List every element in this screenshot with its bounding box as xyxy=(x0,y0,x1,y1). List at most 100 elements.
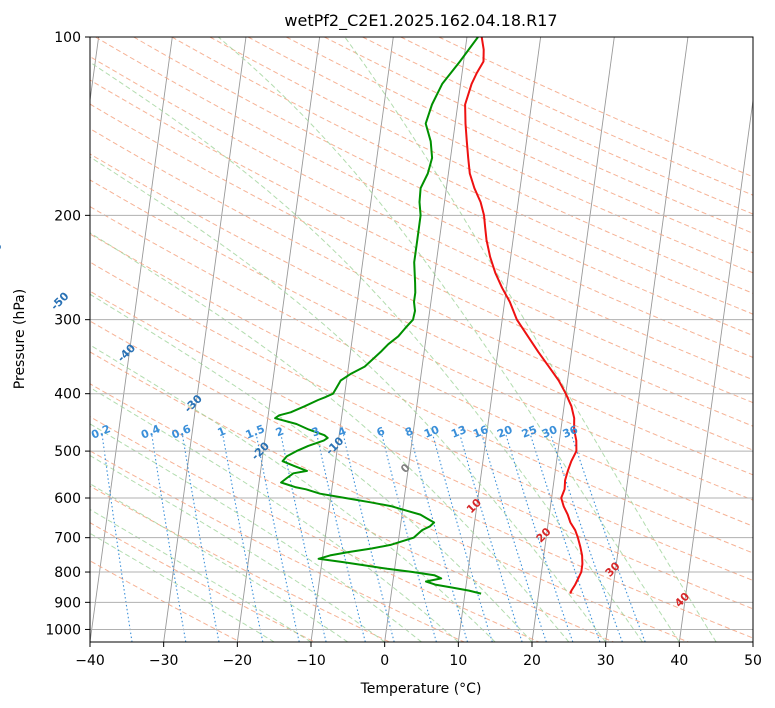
x-tick-label: 10 xyxy=(449,653,467,669)
mixing-ratio-line xyxy=(280,435,327,642)
moist-adiabat-line xyxy=(90,156,607,642)
moist-adiabat-line xyxy=(90,61,643,642)
isotherm-line xyxy=(90,37,173,642)
isotherm-line xyxy=(384,37,468,642)
dry-adiabat-line xyxy=(438,37,753,178)
moist-adiabat-line xyxy=(90,293,533,642)
dry-adiabat-line xyxy=(90,383,614,642)
moist-adiabat-line xyxy=(90,454,385,642)
dry-adiabat-line xyxy=(90,290,753,610)
mixing-ratio-line xyxy=(571,435,646,642)
isotherm-line xyxy=(678,97,753,642)
mixing-ratio-line xyxy=(530,435,601,642)
y-tick-label: 800 xyxy=(54,565,81,581)
y-tick-label: 700 xyxy=(54,531,81,547)
x-tick-label: −20 xyxy=(223,653,253,669)
mixing-ratio-label: 1.5 xyxy=(244,422,267,441)
dry-adiabat-line xyxy=(209,37,753,294)
dry-adiabat-line xyxy=(400,37,753,196)
dry-adiabat-line xyxy=(90,450,465,642)
dry-adiabat-line xyxy=(90,56,753,381)
mixing-ratio-line xyxy=(181,435,220,642)
moist-adiabat-line xyxy=(90,344,496,642)
plot-frame xyxy=(89,36,754,643)
moist-adiabat-line xyxy=(90,386,459,642)
mixing-ratio-line xyxy=(316,435,366,642)
pressure-gridlines xyxy=(90,37,753,630)
mixing-ratio-line xyxy=(342,435,395,642)
isotherm-line xyxy=(752,638,753,642)
isotherm-label: -40 xyxy=(115,341,138,364)
dry-adiabat-line xyxy=(362,37,753,215)
mixing-ratio-line xyxy=(222,435,264,642)
mixing-ratio-label: 16 xyxy=(471,423,490,441)
dry-adiabat-line xyxy=(90,320,753,639)
isotherm-label: -60 xyxy=(0,239,5,262)
mixing-ratio-label: 1 xyxy=(216,424,228,439)
dry-adiabat-line xyxy=(95,37,753,358)
moist-adiabat-line xyxy=(90,232,570,642)
profile-series xyxy=(274,37,584,595)
dry-adiabat-line xyxy=(90,128,753,451)
isotherm-line xyxy=(236,37,321,642)
background-line-labels: 0.20.40.611.52346810131620253036-100-90-… xyxy=(0,239,693,610)
mixing-ratio-line xyxy=(255,435,300,642)
mixing-ratio-label: 13 xyxy=(449,423,468,441)
dry-adiabat-line xyxy=(90,416,540,642)
dry-adiabat-line xyxy=(90,79,753,404)
profile-line xyxy=(464,37,584,594)
mixing-ratio-line xyxy=(381,435,437,642)
mixing-ratio-label: 20 xyxy=(495,423,514,441)
x-tick-label: −40 xyxy=(75,653,105,669)
dry-adiabat-line xyxy=(171,37,753,315)
x-tick-label: 20 xyxy=(523,653,541,669)
chart-title: wetPf2_C2E1.2025.162.04.18.R17 xyxy=(284,11,557,31)
isotherm-line xyxy=(531,37,615,642)
dry-adiabat-line xyxy=(90,261,753,582)
y-tick-label: 500 xyxy=(54,444,81,460)
background-lines xyxy=(90,37,753,642)
x-tick-label: 30 xyxy=(597,653,615,669)
dry-adiabat-line xyxy=(90,233,753,554)
moist-adiabat-line xyxy=(90,483,349,642)
x-tick-label: 40 xyxy=(670,653,688,669)
dry-adiabat-line xyxy=(90,205,753,527)
dry-adiabat-line xyxy=(90,351,689,642)
dry-adiabat-line xyxy=(90,522,315,642)
isotherm-label: -30 xyxy=(182,392,205,415)
mixing-ratio-line xyxy=(550,435,623,642)
dry-adiabat-line xyxy=(286,37,753,254)
dry-adiabat-line xyxy=(90,153,753,476)
y-tick-label: 900 xyxy=(54,595,81,611)
isotherm-label: 20 xyxy=(534,525,554,545)
isotherm-label: 10 xyxy=(464,496,484,516)
mixing-ratio-label: 0.4 xyxy=(139,422,162,441)
y-tick-label: 400 xyxy=(54,387,81,403)
mixing-ratio-line xyxy=(409,435,469,642)
dry-adiabat-line xyxy=(90,485,390,642)
y-tick-label: 600 xyxy=(54,491,81,507)
moist-adiabat-line xyxy=(90,423,422,642)
y-tick-label: 300 xyxy=(54,313,81,329)
mixing-ratio-label: 2 xyxy=(274,424,286,439)
y-tick-label: 100 xyxy=(54,30,81,46)
dry-adiabat-line xyxy=(90,103,753,427)
dry-adiabat-line xyxy=(90,179,753,501)
profile-line xyxy=(274,37,482,595)
dry-adiabat-line xyxy=(133,37,753,337)
moist-adiabat-line xyxy=(344,37,717,642)
x-tick-label: 0 xyxy=(380,653,389,669)
moist-adiabat-line xyxy=(90,532,275,642)
isotherm-line xyxy=(90,37,100,104)
moist-adiabat-line xyxy=(90,508,312,642)
x-axis-ticks: −40 −30 −20 −10 0 10 20 30 40 50 xyxy=(75,642,762,669)
isotherm-label: 30 xyxy=(603,559,623,579)
mixing-ratio-line xyxy=(101,435,133,642)
isotherm-line xyxy=(605,37,689,642)
isotherm-line xyxy=(457,37,542,642)
mixing-ratio-label: 8 xyxy=(403,424,415,439)
mixing-ratio-label: 3 xyxy=(310,424,322,439)
x-tick-label: 50 xyxy=(744,653,762,669)
